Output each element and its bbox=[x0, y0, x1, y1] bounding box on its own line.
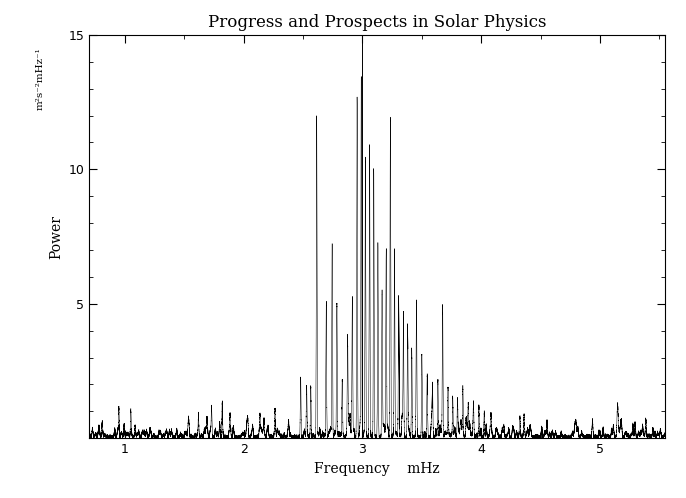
X-axis label: Frequency    mHz: Frequency mHz bbox=[314, 462, 440, 476]
Y-axis label: Power: Power bbox=[49, 215, 63, 258]
Title: Progress and Prospects in Solar Physics: Progress and Prospects in Solar Physics bbox=[208, 13, 547, 30]
Text: m²s⁻²mHz⁻¹: m²s⁻²mHz⁻¹ bbox=[36, 47, 45, 110]
